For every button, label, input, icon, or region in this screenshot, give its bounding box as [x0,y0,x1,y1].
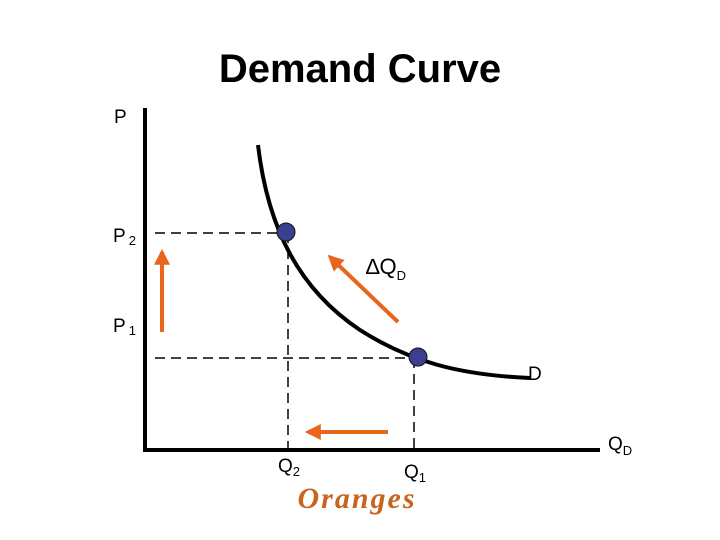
point [408,347,428,367]
caption: Oranges [297,482,416,515]
curve-label: D [528,364,542,385]
quantity-label: Q1 [404,462,426,485]
title: Demand Curve [219,47,501,91]
arrows [154,248,400,440]
demand-curve [256,144,531,380]
change-label: ∆QD [366,254,406,283]
point [276,222,296,242]
x-axis-label: QD [608,434,632,458]
guides [155,232,418,450]
quantity-label: Q2 [278,456,300,479]
y-axis-label: P [114,107,127,128]
